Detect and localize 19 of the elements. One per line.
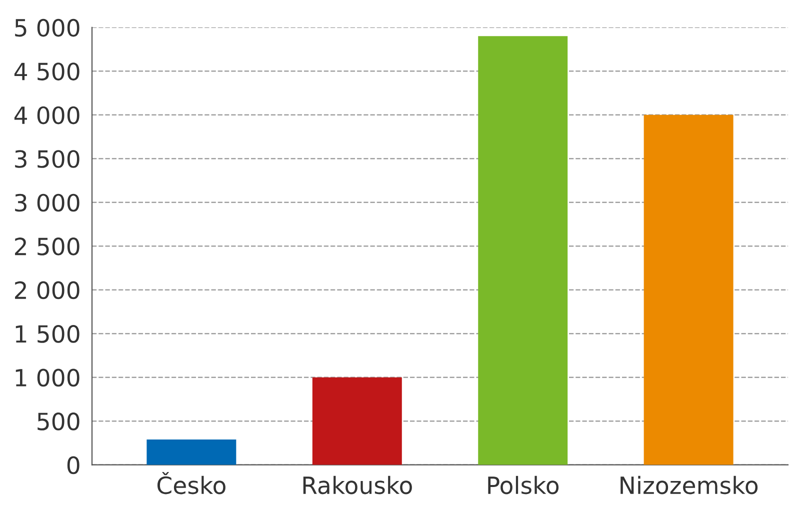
y-tick-label: 3 000 <box>15 194 80 212</box>
y-tick-label: 4 500 <box>14 62 80 80</box>
y-tick-label: 0 <box>67 456 80 474</box>
y-tick-label: 3 500 <box>15 150 80 168</box>
bar <box>644 114 734 465</box>
y-tick-label: 1 000 <box>16 368 80 387</box>
bar <box>312 377 402 465</box>
x-tick-label: Polsko <box>488 476 559 494</box>
y-tick-label: 500 <box>38 412 80 430</box>
x-tick-label: Nizozemsko <box>620 476 758 494</box>
x-tick-label: Rakousko <box>303 476 412 494</box>
y-tick-label: 2 000 <box>15 281 80 300</box>
y-tick-label: 4 000 <box>14 106 80 124</box>
y-tick-label: 1 500 <box>16 325 80 343</box>
bar <box>146 439 236 465</box>
bar <box>478 36 568 465</box>
y-tick-label: 5 000 <box>15 18 80 37</box>
x-tick-label: Česko <box>157 472 226 494</box>
y-tick-label: 2 500 <box>15 238 80 256</box>
